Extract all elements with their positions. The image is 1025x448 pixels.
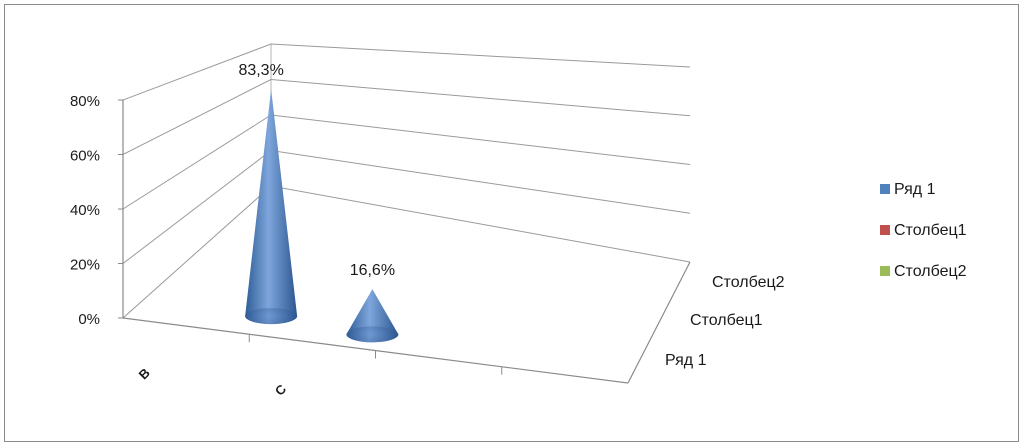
legend-label: Столбец2	[894, 263, 967, 280]
data-label: 83,3%	[238, 62, 283, 79]
legend-swatch	[880, 266, 890, 276]
cone-base	[245, 308, 298, 325]
gridlines	[122, 43, 691, 319]
y-tick-label: 40%	[70, 202, 100, 219]
legend-label: Ряд 1	[894, 181, 936, 198]
legend-swatch	[880, 225, 890, 235]
depth-tick-label: Столбец2	[712, 274, 785, 291]
depth-tick-label: Ряд 1	[665, 352, 707, 369]
gridline	[122, 114, 691, 210]
chart-frame	[4, 4, 1019, 442]
legend: Ряд 1 Столбец1 Столбец2	[880, 181, 967, 280]
x-axis-tick-labels: BC	[136, 365, 290, 398]
cone-B	[245, 89, 298, 325]
y-tick-label: 20%	[70, 257, 100, 274]
y-tick-label: 80%	[70, 93, 100, 110]
depth-tick-label: Столбец1	[690, 312, 763, 329]
depth-axis-tick-labels: Ряд 1 Столбец1 Столбец2	[665, 274, 785, 369]
data-labels: 83,3% 16,6%	[238, 62, 395, 279]
gridline	[122, 185, 691, 319]
y-axis-tick-labels: 0% 20% 40% 60% 80%	[70, 93, 100, 328]
y-tick-label: 60%	[70, 148, 100, 165]
series-cones	[245, 89, 399, 343]
legend-swatch	[880, 184, 890, 194]
gridline	[122, 78, 691, 155]
y-tick-label: 0%	[78, 311, 100, 328]
x-tick-label: C	[272, 381, 290, 399]
axes	[118, 99, 691, 384]
gridline	[122, 43, 691, 101]
x-tick-label: B	[136, 365, 153, 382]
data-label: 16,6%	[350, 262, 395, 279]
cone-base	[346, 326, 399, 343]
legend-label: Столбец1	[894, 222, 967, 239]
depth-axis-line	[627, 261, 691, 384]
